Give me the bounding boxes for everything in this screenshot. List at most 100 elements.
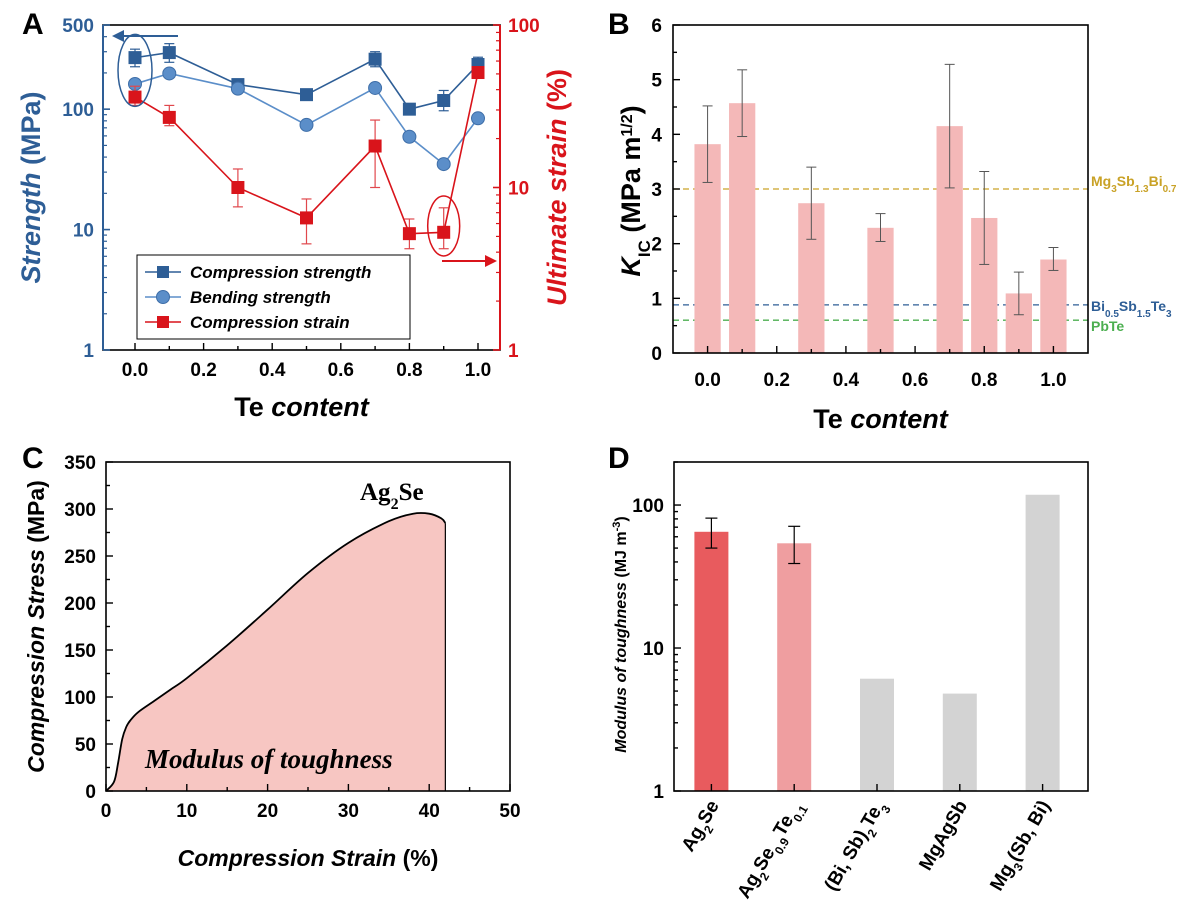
y-right-tick-label: 100 [508,16,540,37]
y-tick-label: 350 [64,453,96,474]
x-tick-label: 50 [499,801,520,822]
data-point [128,51,142,65]
data-point [162,46,176,60]
y-tick-label: 150 [64,641,96,662]
bar [694,531,729,791]
data-point [300,211,313,225]
y-left-tick-label: 1 [83,341,94,362]
x-tick-label: MgAgSb [915,797,972,874]
data-point [437,225,451,239]
x-tick-label: 0 [101,801,112,822]
reference-label-2: PbTe [1091,318,1124,334]
y-axis-title: Compression Stress (MPa) [23,480,49,773]
bar [777,543,812,791]
data-point [437,94,451,108]
data-point [368,52,382,66]
x-tick-label: 0.8 [971,370,997,391]
y-tick-label: 300 [64,500,96,521]
y-tick-label: 100 [632,496,664,517]
reference-label-0: Mg3Sb1.3Bi0.7 [1091,173,1177,195]
y-axis-title: KIC (MPa m1/2) [616,105,654,276]
highlight-ellipse-right [426,195,461,257]
x-tick-label: 30 [338,801,359,822]
y-left-tick-label: 100 [62,100,94,121]
panel-label-c: C [22,442,44,475]
legend-box [136,254,411,340]
y-tick-label: 200 [64,594,96,615]
arrow-right-head [485,255,497,267]
x-tick-label: 40 [419,801,440,822]
y-tick-label: 250 [64,547,96,568]
bar [942,693,977,791]
y-tick-label: 4 [651,125,662,146]
x-tick-label: 0.2 [764,370,790,391]
x-tick-label: 20 [257,801,278,822]
y-tick-label: 0 [651,344,662,365]
panel-c-chart: 0 10 20 30 40 50 0 50 100 150 200 250 300 350 Compress… [23,453,521,871]
highlight-ellipse-left [117,33,153,108]
legend-label: Compression strength [190,263,371,282]
y-left-axis-title: Strength (MPa) [16,92,46,284]
y-tick-label: 10 [643,639,664,660]
data-point [402,102,416,116]
y-tick-label: 0 [85,782,96,803]
area-fill [106,512,446,791]
y-left-tick-label: 500 [62,16,94,37]
x-tick-label: Ag2Se0.9Te0.1 [734,797,811,905]
x-tick-label: 1.0 [465,360,491,381]
data-point [402,129,417,144]
y-left-tick-label: 10 [73,221,94,242]
panel-label-a: A [22,8,44,41]
x-tick-label: 1.0 [1040,370,1066,391]
y-tick-label: 100 [64,688,96,709]
y-tick-label: 1 [651,289,662,310]
data-point [300,88,313,102]
x-axis-title: Compression Strain (%) [178,845,439,871]
y-tick-label: 6 [651,16,662,37]
bar [1025,494,1060,791]
y-tick-label: 50 [75,735,96,756]
legend-marker [157,316,169,328]
panel-label-b: B [608,8,630,41]
legend-label: Bending strength [190,288,331,307]
legend-label: Compression strain [190,313,350,332]
plot-frame [673,461,1089,792]
data-point [162,66,177,81]
panel-a-chart: 0.0 0.2 0.4 0.6 0.8 1.0 1 10 100 500 1 10 100 Te cont… [16,16,572,422]
y-tick-label: 5 [651,71,662,92]
x-axis-title: Te content [813,404,949,434]
panel-label-d: D [608,442,630,475]
x-tick-label: 0.4 [833,370,860,391]
x-tick-label: (Bi, Sb)2Te3 [821,797,894,897]
x-tick-label: Ag2Se [678,797,728,858]
bar [867,227,894,353]
data-point [471,111,485,126]
data-point [368,139,382,153]
data-point [162,110,176,124]
x-tick-label: 0.0 [122,360,148,381]
data-point [128,90,142,104]
y-tick-label: 1 [653,782,664,803]
x-tick-label: 0.8 [396,360,422,381]
x-tick-label: Mg3(Sb, Bi) [986,797,1059,897]
data-point [231,181,245,194]
data-point [299,117,314,132]
bar [1040,259,1067,353]
data-point [368,80,383,95]
y-axis-title: Modulus of toughness (MJ m-3) [611,516,630,752]
stress-strain-curve [105,512,447,792]
legend-marker [156,290,170,304]
x-tick-label: 0.4 [259,360,286,381]
legend-marker [157,266,169,278]
x-axis-title: Te content [234,392,370,422]
y-right-tick-label: 10 [508,179,529,200]
x-tick-label: 10 [176,801,197,822]
arrow-left-head [112,30,124,42]
panel-b-chart: 0.0 0.2 0.4 0.6 0.8 1.0 0 1 2 3 4 5 6 Te content KIC (… [616,16,1177,434]
y-right-tick-label: 1 [508,341,519,362]
x-tick-label: 0.2 [190,360,216,381]
data-point [436,157,451,172]
y-right-axis-title: Ultimate strain (%) [542,69,572,306]
data-point [471,66,485,80]
